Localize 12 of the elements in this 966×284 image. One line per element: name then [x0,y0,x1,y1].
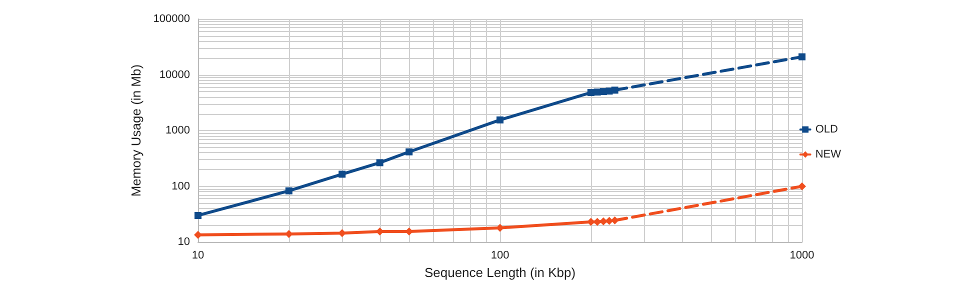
y-tick-label: 10000 [159,68,190,81]
legend-label: OLD [815,124,838,136]
x-tick-label: 100 [490,250,510,262]
y-tick-label: 100000 [153,13,190,25]
x-tick-label: 10 [192,250,204,262]
x-axis-title: Sequence Length (in Kbp) [424,265,576,280]
y-tick-label: 1000 [166,124,190,137]
y-axis-title: Memory Usage (in Mb) [128,64,144,197]
y-tick-label: 100 [172,180,190,192]
y-tick-label: 10 [178,236,190,248]
legend-label: NEW [815,148,842,160]
x-tick-label: 1000 [790,250,814,262]
